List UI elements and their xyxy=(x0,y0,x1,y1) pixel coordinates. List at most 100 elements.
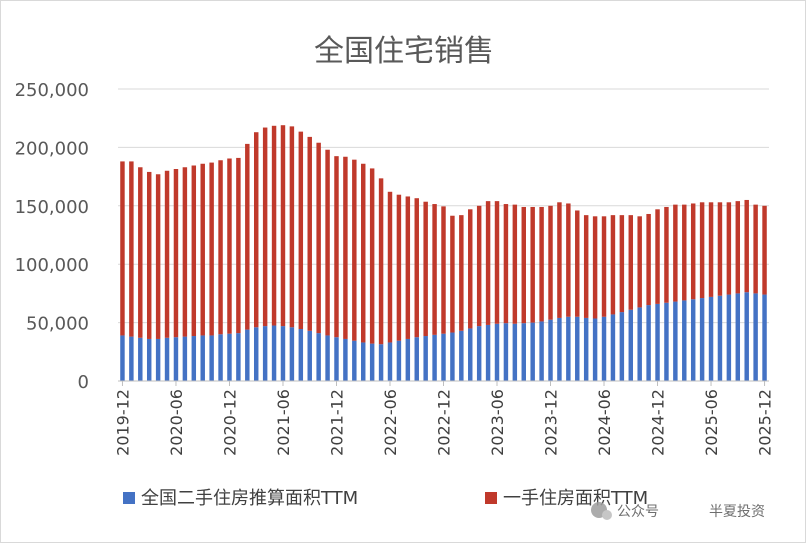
bar-second-hand xyxy=(173,337,179,381)
bar-second-hand xyxy=(673,301,678,381)
bar-new-home xyxy=(182,167,188,337)
bar-new-home xyxy=(146,171,152,339)
bar-second-hand xyxy=(298,329,304,381)
bar-new-home xyxy=(343,156,348,339)
bar-new-home xyxy=(664,206,669,303)
legend-label-second-hand: 全国二手住房推算面积TTM xyxy=(141,488,358,509)
bar-second-hand xyxy=(575,316,580,381)
y-tick-label: 0 xyxy=(78,372,89,393)
bar-new-home xyxy=(548,205,553,320)
bar-new-home xyxy=(138,167,143,338)
bar-new-home xyxy=(378,178,384,345)
bar-second-hand xyxy=(271,325,277,381)
bar-second-hand xyxy=(601,316,607,381)
bar-new-home xyxy=(735,201,741,294)
bar-second-hand xyxy=(450,332,455,381)
bar-second-hand xyxy=(682,300,687,381)
bar-new-home xyxy=(352,159,357,341)
bar-second-hand xyxy=(619,312,625,381)
bar-second-hand xyxy=(155,338,161,381)
bar-new-home xyxy=(236,157,241,334)
bar-second-hand xyxy=(610,314,616,381)
y-tick-label: 100,000 xyxy=(15,255,89,276)
bar-new-home xyxy=(280,125,286,327)
x-tick-label: 2024-06 xyxy=(595,389,614,456)
bar-second-hand xyxy=(334,337,339,381)
bar-new-home xyxy=(289,126,295,328)
bar-second-hand xyxy=(280,326,286,381)
bar-second-hand xyxy=(289,327,295,381)
legend: 全国二手住房推算面积TTM 一手住房面积TTM xyxy=(123,488,648,509)
bar-new-home xyxy=(155,174,161,339)
x-tick-label: 2022-12 xyxy=(435,389,454,456)
bar-new-home xyxy=(262,127,268,327)
bar-second-hand xyxy=(476,326,482,381)
bar-second-hand xyxy=(664,302,669,381)
bar-new-home xyxy=(334,156,339,338)
bar-second-hand xyxy=(548,319,553,381)
bar-new-home xyxy=(512,204,518,324)
bar-new-home xyxy=(120,161,125,336)
bar-new-home xyxy=(245,143,250,330)
bar-second-hand xyxy=(690,299,696,381)
bar-second-hand xyxy=(227,333,232,381)
bar-new-home xyxy=(191,165,197,337)
bar-new-home xyxy=(441,206,446,334)
bar-new-home xyxy=(708,202,714,297)
bar-new-home xyxy=(682,204,687,301)
legend-swatch-new-home xyxy=(485,492,497,504)
wechat-icon-bubble xyxy=(602,510,612,520)
bar-new-home xyxy=(744,199,749,293)
bar-second-hand xyxy=(646,305,651,381)
bar-new-home xyxy=(539,206,544,322)
y-tick-label: 150,000 xyxy=(15,197,89,218)
legend-label-new-home: 一手住房面积TTM xyxy=(503,488,648,509)
x-tick-label: 2020-12 xyxy=(220,389,239,456)
bar-second-hand xyxy=(494,323,500,381)
bar-new-home xyxy=(173,169,179,338)
watermark-brand: 半夏投资 xyxy=(709,504,765,520)
bar-new-home xyxy=(253,132,259,328)
bar-new-home xyxy=(637,216,642,308)
bar-second-hand xyxy=(592,318,598,381)
bar-new-home xyxy=(164,170,170,338)
bar-second-hand xyxy=(129,336,134,381)
bar-second-hand xyxy=(762,294,767,381)
bar-second-hand xyxy=(735,293,741,381)
bar-second-hand xyxy=(503,323,509,381)
y-axis-ticks: 0 50,000 100,000 150,000 200,000 250,000 xyxy=(15,80,89,393)
bar-second-hand xyxy=(200,335,205,381)
bar-new-home xyxy=(485,201,491,325)
bar-new-home xyxy=(432,204,437,335)
x-axis-ticks: 2019-12 2020-06 2020-12 2021-06 2021-12 2022-… xyxy=(113,381,775,456)
bar-second-hand xyxy=(432,334,437,381)
bar-second-hand xyxy=(708,296,714,381)
bar-new-home xyxy=(325,149,330,336)
bar-new-home xyxy=(646,213,651,306)
bar-second-hand xyxy=(343,338,348,381)
x-tick-label: 2023-06 xyxy=(488,389,507,456)
x-tick-label: 2021-06 xyxy=(274,389,293,456)
bar-second-hand xyxy=(387,342,393,381)
bar-new-home xyxy=(423,201,428,337)
bar-second-hand xyxy=(218,334,223,381)
bar-second-hand xyxy=(655,303,660,381)
bar-new-home xyxy=(619,215,625,313)
x-tick-label: 2023-12 xyxy=(542,389,561,456)
bar-second-hand xyxy=(262,326,268,381)
bar-new-home xyxy=(557,202,562,318)
bar-new-home xyxy=(762,205,767,295)
x-tick-label: 2021-12 xyxy=(327,389,346,456)
bar-new-home xyxy=(396,194,402,341)
bar-new-home xyxy=(628,215,634,310)
bar-new-home xyxy=(405,196,411,339)
bar-second-hand xyxy=(316,333,321,381)
bar-new-home xyxy=(307,136,312,331)
bar-second-hand xyxy=(396,340,402,381)
bar-new-home xyxy=(673,204,678,302)
chart-title: 全国住宅销售 xyxy=(314,34,494,69)
bar-new-home xyxy=(583,215,589,318)
bar-second-hand xyxy=(468,328,473,381)
bar-new-home xyxy=(218,160,223,335)
bar-second-hand xyxy=(120,335,125,381)
